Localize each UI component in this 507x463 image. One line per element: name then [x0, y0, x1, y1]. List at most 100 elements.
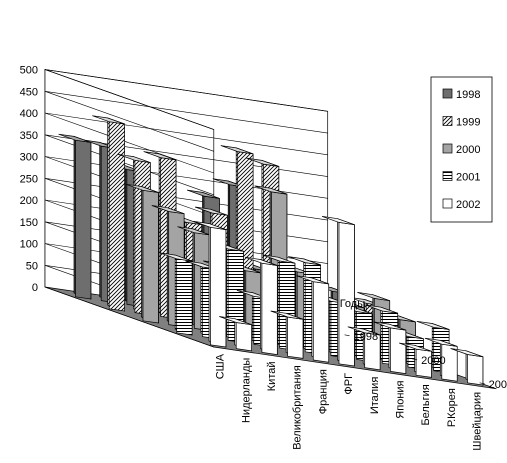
y-tick-label: 250: [20, 173, 38, 185]
bar-2002-8: [373, 321, 407, 375]
legend-label: 2000: [456, 144, 480, 156]
bar-top: [151, 205, 185, 215]
depth-tick-label: 1998: [354, 331, 378, 343]
bar-front: [210, 226, 227, 348]
bar-2002-10: [424, 337, 458, 382]
bar-2002-9: [399, 342, 432, 378]
legend-label: 2002: [456, 199, 480, 211]
category-label: ФРГ: [343, 373, 355, 395]
bar-front: [338, 221, 355, 367]
bar-top: [347, 326, 381, 336]
y-tick-label: 150: [20, 217, 38, 229]
bar-front: [142, 189, 159, 324]
category-label: Италия: [369, 377, 381, 415]
bar-top: [186, 189, 220, 199]
bar-2002-6: [321, 216, 355, 367]
y-tick-label: 50: [26, 260, 38, 272]
legend-swatch: [442, 143, 453, 154]
depth-tick-label: 2002: [489, 379, 507, 391]
legend-swatch: [442, 88, 453, 99]
bar-top: [219, 316, 252, 326]
bar-2002-2: [219, 316, 252, 352]
bar-front: [176, 258, 193, 336]
bar-top: [288, 256, 321, 266]
bar-top: [424, 337, 458, 347]
y-tick-label: 300: [20, 152, 38, 164]
bar-2002-11: [450, 348, 484, 386]
y-tick-label: 350: [20, 130, 38, 142]
bar-front: [390, 327, 407, 375]
legend-box: [430, 76, 493, 223]
bars-group: [58, 115, 484, 386]
category-label: Китай: [266, 362, 278, 392]
bar-2000-1: [125, 183, 159, 324]
depth-axis-title: Годы: [340, 298, 366, 310]
bar-2002-5: [296, 275, 330, 363]
legend-label: 2001: [456, 172, 480, 184]
bar-top: [194, 206, 228, 216]
legend-label: 1998: [456, 89, 480, 101]
bar-top: [143, 151, 177, 161]
bar-top: [357, 292, 390, 302]
bar-front: [261, 262, 278, 356]
bar-top: [125, 183, 159, 193]
legend: 1998 1999 2000 2001 2002: [430, 76, 493, 223]
bar-top: [254, 185, 288, 195]
bar-front: [287, 316, 304, 359]
bar-top: [373, 321, 406, 331]
category-label: Р.Корея: [446, 388, 458, 427]
bar-top: [193, 220, 227, 230]
bar-top: [321, 216, 355, 226]
bar-2001-1: [159, 252, 193, 336]
y-axis-ticks: 0 50 100 150 200 250 300 350 400 450 500: [20, 65, 38, 295]
bar-front: [467, 354, 484, 386]
bar-top: [450, 348, 484, 358]
category-label: Бельгия: [420, 384, 432, 425]
category-label: Швейцария: [472, 392, 484, 451]
bar-2002-4: [270, 310, 304, 359]
bar-top: [365, 304, 398, 314]
category-label: США: [215, 353, 227, 379]
legend-swatch: [442, 198, 453, 209]
bar-top: [399, 342, 432, 352]
bar-2002-3: [244, 256, 278, 356]
category-label: Франция: [317, 369, 329, 414]
bar-front: [108, 121, 125, 312]
depth-tick-label: 2000: [421, 355, 445, 367]
bar-1998-1: [58, 133, 92, 300]
gridline: [44, 112, 328, 174]
bar-1999-1: [92, 115, 125, 312]
y-tick-label: 500: [20, 65, 38, 77]
y-tick-label: 450: [20, 86, 38, 98]
category-label: Нидерланды: [240, 358, 252, 423]
category-label: Великобритания: [292, 365, 304, 450]
legend-swatch: [442, 116, 453, 126]
gridline: [44, 134, 328, 196]
depth-tick: [344, 334, 350, 337]
category-labels: США Нидерланды Китай Великобритания Франция Ф…: [215, 353, 484, 450]
bar-top: [262, 254, 296, 264]
legend-label: 1999: [456, 117, 480, 129]
y-tick-label: 400: [20, 108, 38, 120]
bar-top: [270, 310, 304, 320]
bar-top: [159, 252, 193, 262]
y-tick-label: 200: [20, 195, 38, 207]
bar-front: [235, 322, 252, 352]
bar-front: [312, 281, 330, 363]
y-tick-label: 100: [20, 239, 38, 251]
bar-front: [75, 139, 92, 300]
bar-top: [416, 320, 450, 330]
depth-axis: 1998 2000 2002 Годы: [340, 298, 507, 391]
gridline: [44, 69, 328, 130]
bar-top: [117, 153, 151, 163]
depth-tick: [479, 382, 485, 385]
legend-swatch: [442, 171, 453, 181]
bar-top: [246, 157, 279, 167]
bar-top: [92, 115, 125, 125]
bar-top: [244, 256, 278, 266]
gridline: [44, 91, 328, 152]
depth-tick: [412, 358, 418, 361]
bar-2002-7: [347, 326, 381, 371]
bar-top: [296, 275, 329, 285]
